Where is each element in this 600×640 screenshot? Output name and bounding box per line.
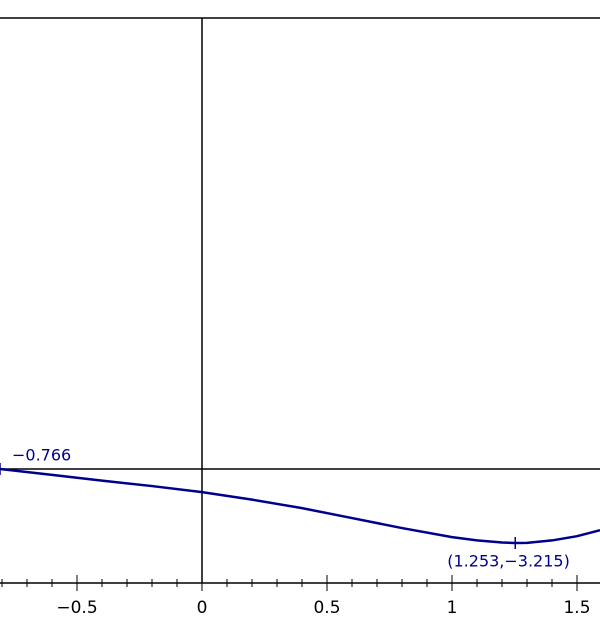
x-tick-label: 1 [447,598,458,618]
x-tick-label: 0 [197,598,208,618]
x-tick-label: 0.5 [313,598,340,618]
x-tick-label: −0.5 [56,598,97,618]
annotation-label: (1.253,−3.215) [447,551,570,570]
curve [0,467,600,545]
x-tick-label: 1.5 [563,598,590,618]
annotation-label: −0.766 [12,446,71,465]
